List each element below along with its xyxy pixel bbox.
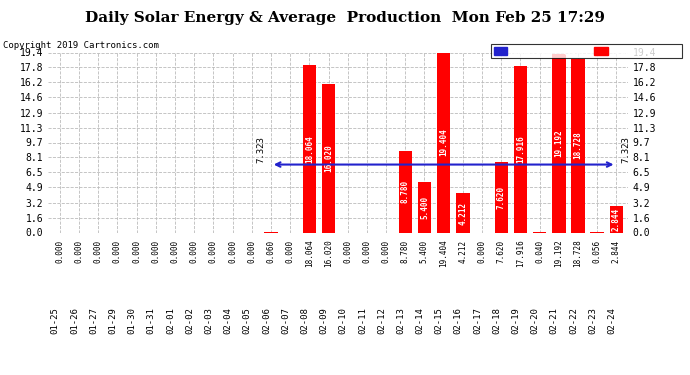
Text: 0.000: 0.000: [362, 240, 371, 263]
Text: 0.000: 0.000: [55, 240, 64, 263]
Text: 5.400: 5.400: [420, 240, 429, 263]
Text: 7.620: 7.620: [497, 186, 506, 209]
Text: 18.728: 18.728: [573, 240, 582, 267]
Text: 8.780: 8.780: [401, 180, 410, 203]
Bar: [514, 66, 527, 232]
Text: 02-17: 02-17: [473, 307, 482, 334]
Text: 02-06: 02-06: [262, 307, 271, 334]
Text: 02-07: 02-07: [281, 307, 290, 334]
Text: 0.000: 0.000: [382, 240, 391, 263]
Text: 19.192: 19.192: [554, 130, 563, 158]
Text: 01-25: 01-25: [51, 307, 60, 334]
Text: 02-15: 02-15: [435, 307, 444, 334]
Text: 0.000: 0.000: [190, 240, 199, 263]
Text: 0.000: 0.000: [247, 240, 256, 263]
Bar: [303, 65, 316, 232]
Bar: [610, 206, 623, 232]
Text: 0.000: 0.000: [132, 240, 141, 263]
Text: 2.844: 2.844: [612, 208, 621, 231]
Text: Copyright 2019 Cartronics.com: Copyright 2019 Cartronics.com: [3, 41, 159, 50]
Text: 01-31: 01-31: [147, 307, 156, 334]
Text: 02-20: 02-20: [531, 307, 540, 334]
Text: 4.212: 4.212: [458, 201, 467, 225]
Text: 02-09: 02-09: [319, 307, 328, 334]
Bar: [437, 53, 451, 232]
Text: 02-22: 02-22: [569, 307, 578, 334]
Text: 01-26: 01-26: [70, 307, 79, 334]
Bar: [495, 162, 508, 232]
Text: 18.728: 18.728: [573, 132, 582, 159]
Text: 02-13: 02-13: [396, 307, 405, 334]
Text: 02-19: 02-19: [511, 307, 520, 334]
Text: 7.620: 7.620: [497, 240, 506, 263]
Text: 0.000: 0.000: [94, 240, 103, 263]
Text: 16.020: 16.020: [324, 144, 333, 172]
Text: 02-12: 02-12: [377, 307, 386, 334]
Text: 18.064: 18.064: [305, 135, 314, 163]
Text: 19.404: 19.404: [439, 240, 449, 267]
Text: 02-03: 02-03: [204, 307, 213, 334]
Text: 0.000: 0.000: [228, 240, 237, 263]
Text: 02-02: 02-02: [185, 307, 194, 334]
Text: 01-29: 01-29: [108, 307, 117, 334]
Bar: [417, 182, 431, 232]
Bar: [552, 54, 566, 232]
Text: 02-04: 02-04: [224, 307, 233, 334]
Text: 16.020: 16.020: [324, 240, 333, 267]
Bar: [399, 151, 412, 232]
Text: 7.323: 7.323: [257, 136, 266, 163]
Text: 5.400: 5.400: [420, 196, 429, 219]
Text: 19.404: 19.404: [439, 129, 449, 156]
Bar: [322, 84, 335, 232]
Text: Daily Solar Energy & Average  Production  Mon Feb 25 17:29: Daily Solar Energy & Average Production …: [85, 11, 605, 25]
Text: 02-23: 02-23: [588, 307, 597, 334]
Text: 0.000: 0.000: [75, 240, 83, 263]
Text: 7.323: 7.323: [622, 136, 631, 163]
Text: 02-05: 02-05: [243, 307, 252, 334]
Text: 0.060: 0.060: [266, 240, 275, 263]
Text: 17.916: 17.916: [516, 135, 525, 163]
Text: 8.780: 8.780: [401, 240, 410, 263]
Text: 02-10: 02-10: [339, 307, 348, 334]
Text: 4.212: 4.212: [458, 240, 467, 263]
Bar: [571, 59, 584, 232]
Text: 02-24: 02-24: [607, 307, 616, 334]
Text: 0.000: 0.000: [209, 240, 218, 263]
Text: 0.056: 0.056: [593, 240, 602, 263]
Text: 2.844: 2.844: [612, 240, 621, 263]
Text: 02-18: 02-18: [492, 307, 501, 334]
Text: 02-21: 02-21: [550, 307, 559, 334]
Legend: Average  (kWh), Daily  (kWh): Average (kWh), Daily (kWh): [491, 44, 682, 58]
Text: 0.000: 0.000: [151, 240, 160, 263]
Text: 0.040: 0.040: [535, 240, 544, 263]
Text: 17.916: 17.916: [516, 240, 525, 267]
Text: 0.000: 0.000: [343, 240, 352, 263]
Text: 02-14: 02-14: [415, 307, 424, 334]
Text: 02-16: 02-16: [454, 307, 463, 334]
Text: 02-11: 02-11: [358, 307, 367, 334]
Text: 18.064: 18.064: [305, 240, 314, 267]
Text: 0.000: 0.000: [477, 240, 486, 263]
Text: 01-27: 01-27: [89, 307, 98, 334]
Text: 0.000: 0.000: [113, 240, 122, 263]
Text: 01-30: 01-30: [128, 307, 137, 334]
Text: 19.192: 19.192: [554, 240, 563, 267]
Bar: [456, 194, 470, 232]
Text: 02-01: 02-01: [166, 307, 175, 334]
Text: 0.000: 0.000: [170, 240, 179, 263]
Text: 0.000: 0.000: [286, 240, 295, 263]
Text: 02-08: 02-08: [300, 307, 309, 334]
